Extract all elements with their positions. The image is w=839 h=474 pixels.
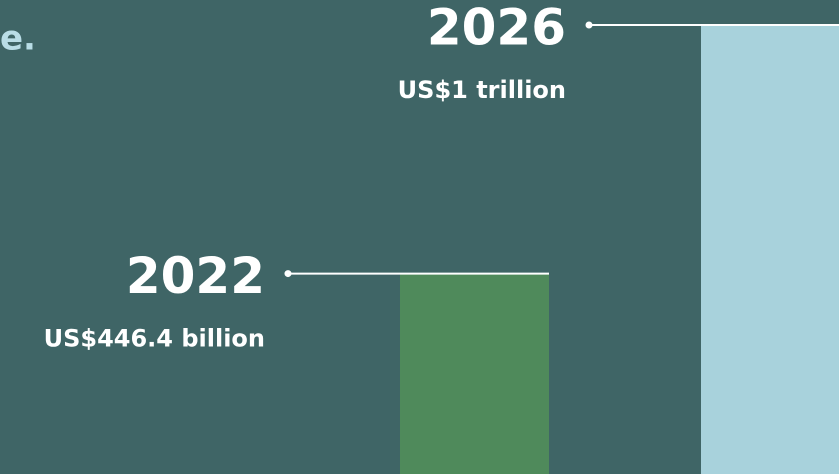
- bar: [701, 25, 839, 474]
- intro-fragment: e.: [0, 19, 36, 59]
- value-label: US$1 trillion: [398, 76, 566, 104]
- year-label: 2026: [427, 0, 566, 57]
- value-label: US$446.4 billion: [44, 325, 265, 353]
- year-label: 2022: [126, 247, 265, 305]
- leader-dot: [585, 21, 593, 29]
- bar: [400, 273, 549, 474]
- leader-dot: [284, 270, 292, 278]
